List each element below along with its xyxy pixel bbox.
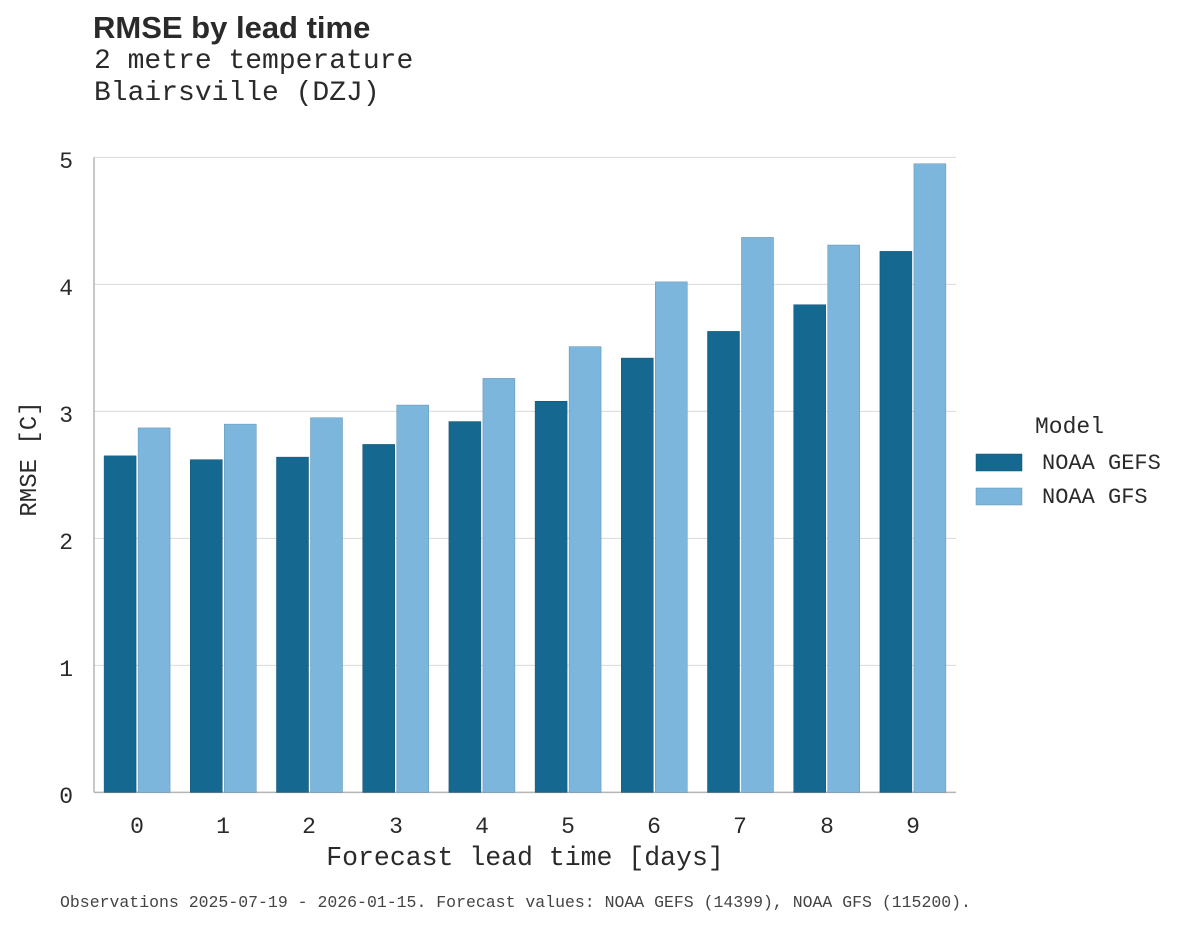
svg-text:2: 2 [59, 530, 73, 556]
svg-text:3: 3 [59, 403, 73, 429]
svg-text:5: 5 [561, 814, 575, 840]
svg-text:7: 7 [733, 814, 747, 840]
svg-text:8: 8 [820, 814, 834, 840]
svg-text:4: 4 [475, 814, 489, 840]
svg-text:2: 2 [302, 814, 316, 840]
svg-text:3: 3 [389, 814, 403, 840]
svg-text:0: 0 [59, 784, 73, 810]
svg-text:0: 0 [130, 814, 144, 840]
svg-text:5: 5 [59, 149, 73, 175]
svg-text:Forecast lead time [days]: Forecast lead time [days] [326, 843, 724, 873]
svg-text:4: 4 [59, 276, 73, 302]
svg-text:RMSE [C]: RMSE [C] [17, 401, 44, 516]
svg-text:1: 1 [59, 657, 73, 683]
svg-text:NOAA GEFS: NOAA GEFS [1042, 451, 1161, 476]
svg-text:6: 6 [647, 814, 661, 840]
svg-text:1: 1 [216, 814, 230, 840]
svg-text:Model: Model [1035, 414, 1104, 440]
svg-text:9: 9 [906, 814, 920, 840]
svg-text:NOAA GFS: NOAA GFS [1042, 485, 1148, 510]
